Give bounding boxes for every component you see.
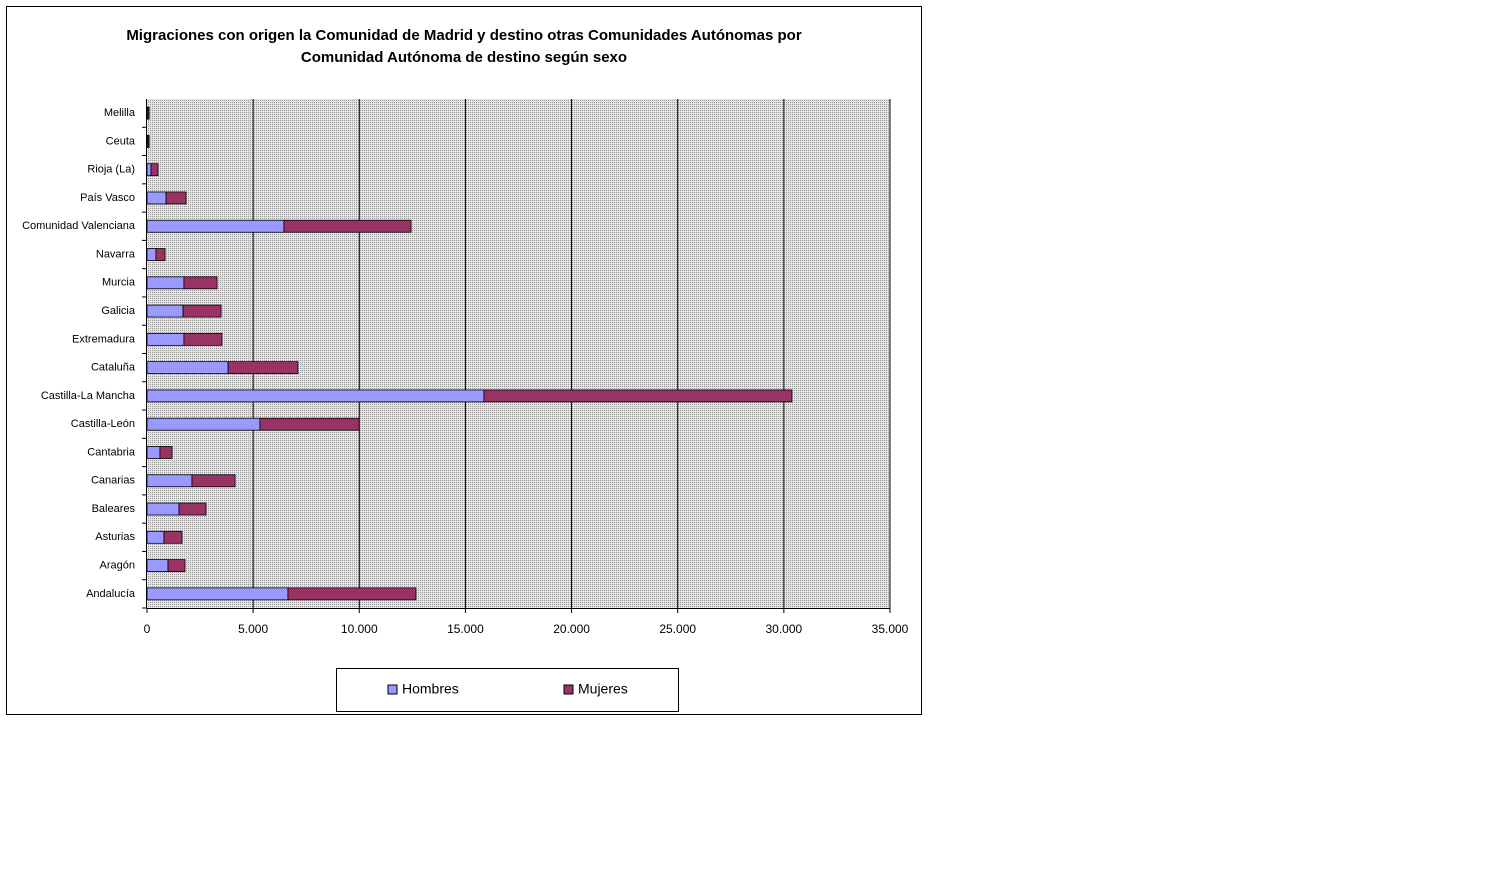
- bar: [150, 163, 159, 177]
- chart-title: Migraciones con origen la Comunidad de M…: [126, 27, 802, 44]
- x-tick-label: 0: [144, 622, 151, 636]
- bar: [167, 559, 186, 572]
- y-tick-label: Aragón: [100, 559, 135, 571]
- bar: [146, 530, 165, 544]
- y-tick-label: Rioja (La): [87, 164, 135, 176]
- bar: [191, 474, 236, 488]
- bar: [146, 502, 180, 516]
- y-tick-label: Cataluña: [91, 362, 136, 374]
- x-tick-label: 15.000: [447, 622, 484, 636]
- bar: [146, 191, 167, 205]
- y-tick-label: País Vasco: [80, 192, 135, 204]
- y-tick-label: Ceuta: [106, 135, 136, 147]
- bar: [178, 502, 207, 516]
- x-tick-label: 30.000: [766, 622, 803, 636]
- legend-swatch: [563, 684, 574, 695]
- bar: [147, 135, 150, 148]
- bar: [146, 417, 261, 431]
- bar: [146, 163, 152, 177]
- x-tick-label: 35.000: [872, 622, 909, 636]
- bar: [183, 276, 218, 290]
- bar: [283, 219, 412, 233]
- y-tick-label: Galicia: [101, 305, 136, 317]
- bar: [146, 248, 157, 261]
- bar: [259, 417, 360, 431]
- y-tick-label: Canarias: [91, 475, 136, 487]
- bar: [147, 106, 150, 120]
- bar: [159, 446, 173, 459]
- bar: [146, 361, 229, 375]
- y-tick-label: Castilla-León: [71, 418, 135, 430]
- y-tick-label: Navarra: [96, 248, 136, 260]
- y-tick-label: Extremadura: [72, 333, 136, 345]
- bar: [146, 587, 289, 601]
- bar: [182, 304, 222, 318]
- bar: [163, 530, 183, 544]
- bar: [146, 304, 184, 318]
- legend-label: Mujeres: [578, 681, 628, 697]
- bar: [146, 389, 485, 403]
- y-tick-label: Cantabria: [87, 446, 136, 458]
- y-tick-label: Comunidad Valenciana: [22, 220, 136, 232]
- y-tick-label: Baleares: [92, 503, 136, 515]
- plot-area: [147, 99, 890, 608]
- bar: [146, 219, 285, 233]
- bar: [183, 332, 223, 346]
- bar: [146, 474, 193, 488]
- bar: [227, 361, 299, 375]
- bar: [146, 559, 169, 572]
- bar: [287, 587, 417, 601]
- bar: [146, 446, 161, 459]
- bar: [483, 389, 793, 403]
- y-tick-label: Murcia: [102, 277, 136, 289]
- bar: [146, 332, 185, 346]
- y-tick-label: Melilla: [104, 107, 136, 119]
- legend-label: Hombres: [402, 681, 459, 697]
- y-tick-label: Castilla-La Mancha: [41, 390, 136, 402]
- chart-title: Comunidad Autónoma de destino según sexo: [301, 49, 627, 66]
- x-tick-label: 25.000: [659, 622, 696, 636]
- x-tick-label: 5.000: [238, 622, 268, 636]
- bar: [155, 248, 166, 261]
- bar: [146, 276, 185, 290]
- y-tick-label: Asturias: [95, 531, 135, 543]
- y-tick-label: Andalucía: [86, 588, 136, 600]
- legend-swatch: [387, 684, 398, 695]
- x-tick-label: 20.000: [553, 622, 590, 636]
- bar: [165, 191, 187, 205]
- x-tick-label: 10.000: [341, 622, 378, 636]
